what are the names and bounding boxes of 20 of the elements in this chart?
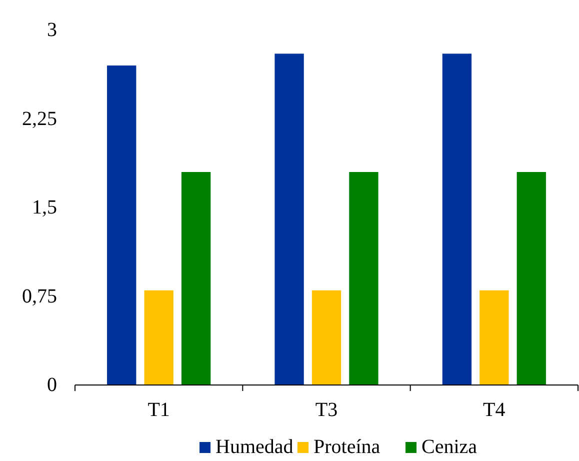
y-tick-label: 1,5 (32, 196, 57, 218)
legend-label: Ceniza (422, 436, 478, 458)
bar (107, 66, 136, 385)
bar (442, 54, 472, 385)
x-tick-label: T1 (148, 399, 170, 421)
bar (274, 54, 304, 385)
bar (144, 290, 174, 385)
y-tick-label: 0,75 (22, 285, 57, 308)
bar (312, 290, 342, 385)
legend-label: Humedad (216, 436, 294, 458)
bar (516, 172, 546, 385)
y-tick-label: 0 (47, 374, 57, 396)
legend-label: Proteína (314, 436, 380, 458)
x-tick-label: T4 (483, 399, 506, 421)
y-tick-label: 2,25 (22, 108, 57, 130)
bar (480, 290, 509, 385)
bar (181, 172, 211, 385)
x-tick-label: T3 (315, 399, 338, 421)
bar (349, 172, 378, 385)
y-tick-label: 3 (47, 19, 57, 41)
